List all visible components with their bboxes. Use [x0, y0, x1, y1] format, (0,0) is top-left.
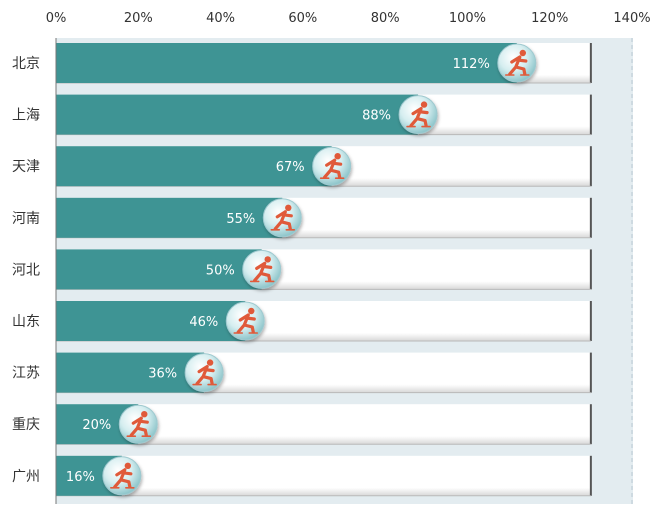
bar	[56, 197, 283, 238]
data-label: 16%	[66, 470, 95, 485]
speed-skater-icon	[398, 95, 438, 135]
category-label: 上海	[12, 108, 40, 124]
category-label: 河北	[12, 262, 40, 278]
x-tick-label: 140%	[613, 11, 650, 26]
x-axis-ticks: 0% 20% 40% 60% 80% 100% 120% 140%	[46, 11, 651, 26]
data-label: 67%	[276, 160, 305, 175]
data-label: 55%	[226, 212, 255, 227]
data-label: 112%	[453, 57, 490, 72]
category-label: 河南	[12, 211, 40, 227]
bar	[56, 249, 262, 290]
speed-skater-icon	[184, 353, 224, 393]
x-tick-label: 80%	[371, 11, 400, 26]
speed-skater-icon	[225, 301, 265, 341]
x-tick-label: 60%	[288, 11, 317, 26]
category-label: 广州	[12, 469, 40, 485]
category-label: 北京	[12, 56, 40, 72]
bar	[56, 94, 419, 135]
speed-skater-icon	[102, 456, 142, 496]
data-label: 46%	[189, 315, 218, 330]
x-tick-label: 0%	[46, 11, 67, 26]
speed-skater-icon	[118, 404, 158, 444]
bar	[56, 301, 246, 341]
x-tick-label: 100%	[449, 11, 486, 26]
speed-skater-icon	[497, 43, 537, 83]
speed-skater-icon	[312, 146, 352, 186]
data-label: 50%	[206, 263, 235, 278]
category-label: 江苏	[12, 366, 40, 382]
speed-skater-icon	[262, 198, 302, 238]
bar	[56, 43, 517, 83]
data-label: 36%	[148, 367, 177, 382]
category-label: 重庆	[12, 417, 40, 433]
category-label: 山东	[12, 314, 40, 330]
data-label: 88%	[362, 109, 391, 124]
bar-rows: 北京 112% 上海 88% 天津 67% 河南 55% 河北 50% 山东 46% 江苏 36% 重庆 20…	[12, 43, 592, 497]
bar	[56, 146, 332, 187]
x-tick-label: 120%	[531, 11, 568, 26]
data-label: 20%	[82, 418, 111, 433]
x-tick-label: 20%	[124, 11, 153, 26]
bar-track	[56, 455, 591, 496]
category-label: 天津	[12, 159, 40, 175]
speed-skater-icon	[242, 249, 282, 289]
bar	[56, 352, 205, 393]
x-tick-label: 40%	[206, 11, 235, 26]
